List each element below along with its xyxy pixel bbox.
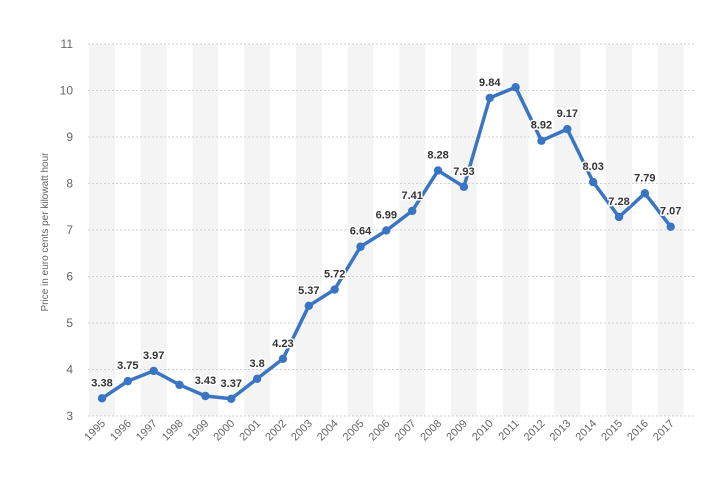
x-tick-label: 1999	[186, 418, 212, 444]
data-point	[537, 136, 546, 145]
data-label: 7.41	[401, 190, 422, 202]
data-point	[382, 226, 391, 235]
y-tick-label: 6	[66, 270, 73, 284]
data-point	[123, 376, 133, 386]
x-tick-label: 2015	[599, 418, 625, 444]
y-tick-label: 4	[66, 363, 73, 377]
x-tick-label: 2002	[263, 418, 289, 444]
x-tick-label: 2007	[393, 418, 419, 444]
data-point	[459, 182, 469, 191]
data-label: 6.64	[350, 226, 372, 238]
data-point	[201, 391, 210, 401]
data-point	[640, 189, 650, 198]
x-tick-label: 1998	[160, 418, 186, 444]
data-label: 4.23	[272, 338, 293, 350]
y-tick-label: 10	[60, 84, 74, 98]
y-tick-label: 7	[66, 223, 73, 237]
x-tick-label: 2014	[573, 418, 599, 444]
data-point	[485, 93, 494, 103]
data-label: 3.38	[91, 377, 112, 389]
x-tick-label: 2013	[548, 418, 574, 444]
data-label: 7.07	[660, 206, 681, 218]
column-band	[554, 44, 581, 416]
y-axis-ticks: 3 4 5 6 7 8 9 10 11	[60, 37, 74, 423]
data-label: 3.75	[117, 360, 138, 372]
x-tick-label: 2005	[341, 418, 367, 444]
x-tick-label: 2011	[497, 418, 522, 443]
data-label: 6.99	[376, 209, 397, 221]
data-point	[149, 366, 158, 376]
x-tick-label: 2001	[237, 418, 263, 444]
data-label: 7.93	[453, 166, 474, 178]
data-label: 3.37	[221, 378, 242, 390]
x-tick-label: 2017	[651, 418, 677, 444]
data-point	[408, 206, 417, 216]
x-tick-label: 1995	[82, 418, 108, 444]
data-label: 3.8	[249, 358, 264, 370]
data-point	[252, 374, 262, 383]
data-label: 8.03	[582, 161, 603, 173]
x-tick-label: 2006	[367, 418, 393, 444]
x-tick-label: 1997	[134, 418, 160, 444]
data-point	[304, 301, 313, 310]
data-point	[356, 242, 365, 251]
data-point	[511, 83, 520, 92]
data-points	[97, 83, 675, 403]
data-label: 5.72	[324, 269, 345, 281]
y-tick-label: 9	[66, 130, 73, 144]
data-point	[666, 222, 675, 231]
data-point	[175, 380, 184, 390]
data-label: 7.28	[608, 196, 629, 208]
x-tick-label: 2012	[522, 418, 548, 444]
data-labels: 3.38 3.75 3.97 3.43 3.37 3.8 4.23 5.37 5.72 6.64 6…	[90, 75, 683, 391]
data-label: 8.28	[427, 149, 448, 161]
x-tick-label: 2008	[418, 418, 444, 444]
data-point	[97, 394, 107, 403]
data-point	[563, 124, 572, 134]
data-label: 7.79	[634, 172, 655, 184]
data-label: 3.43	[195, 375, 216, 387]
data-point	[433, 166, 443, 175]
data-point	[588, 177, 598, 187]
x-tick-label: 2009	[444, 418, 470, 444]
x-tick-label: 1996	[108, 418, 134, 444]
y-tick-label: 11	[61, 37, 74, 51]
x-tick-label: 2003	[289, 418, 315, 444]
y-axis-label: Price in euro cents per kilowatt hour	[40, 152, 51, 312]
y-tick-label: 5	[66, 316, 73, 330]
column-band	[606, 44, 632, 416]
data-point	[330, 285, 339, 294]
y-tick-label: 3	[66, 409, 73, 423]
data-label: 9.17	[557, 108, 578, 120]
y-tick-label: 8	[66, 177, 73, 191]
data-label: 3.97	[143, 350, 164, 362]
x-axis-ticks: 1995 1996 1997 1998 1999 2000 2001 2002 2003 2004…	[82, 418, 676, 444]
data-point	[614, 212, 624, 222]
x-tick-label: 2000	[212, 418, 238, 444]
data-label: 8.92	[531, 120, 552, 132]
series-line	[100, 85, 673, 401]
x-tick-label: 2004	[315, 418, 341, 444]
x-tick-label: 2010	[470, 418, 496, 444]
gridlines	[88, 43, 694, 417]
data-point	[227, 394, 236, 403]
data-label: 5.37	[298, 285, 319, 297]
data-label: 9.84	[479, 77, 501, 89]
data-point	[278, 354, 288, 364]
x-tick-label: 2016	[625, 418, 651, 444]
